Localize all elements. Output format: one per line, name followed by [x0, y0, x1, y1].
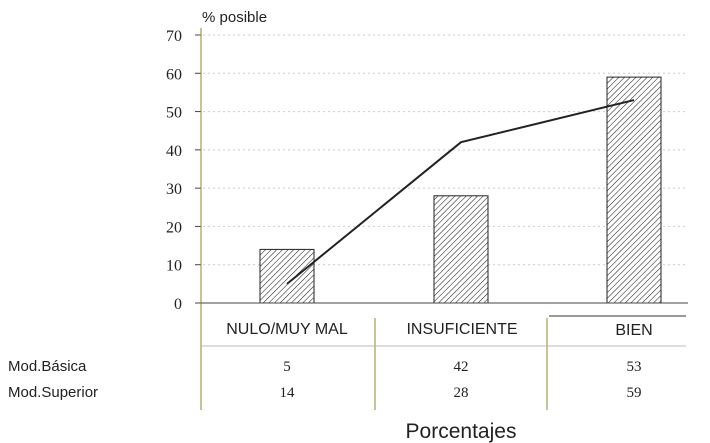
bars [259, 76, 662, 304]
x-axis-label: Porcentajes [406, 420, 517, 443]
y-tick-label: 0 [174, 296, 182, 313]
category-label: INSUFICIENTE [406, 321, 517, 338]
line-series [286, 99, 635, 285]
row-label-basica: Mod.Básica [8, 358, 87, 375]
y-axis-label: % posible [202, 9, 267, 26]
table-cell: 42 [454, 359, 469, 375]
bar [259, 248, 315, 304]
row-label-superior: Mod.Superior [8, 384, 98, 401]
bar [433, 195, 489, 304]
y-tick-label: 70 [166, 28, 182, 45]
table-cell: 28 [454, 385, 469, 401]
y-tick-label: 20 [166, 219, 182, 236]
table-cell: 53 [627, 359, 642, 375]
y-tick-label: 10 [166, 258, 182, 275]
y-tick-label: 50 [166, 105, 182, 122]
category-label: BIEN [615, 322, 652, 339]
y-tick-label: 40 [166, 143, 182, 160]
table-cell: 59 [627, 385, 642, 401]
y-ticks: 0 10 20 30 40 50 60 70 [166, 28, 201, 313]
category-label: NULO/MUY MAL [226, 321, 348, 338]
table-cell: 5 [283, 359, 291, 375]
table-cell: 14 [280, 385, 296, 401]
series-line [286, 99, 635, 285]
gridlines [203, 34, 685, 266]
y-tick-label: 60 [166, 66, 182, 83]
bar [606, 76, 662, 304]
y-tick-label: 30 [166, 181, 182, 198]
